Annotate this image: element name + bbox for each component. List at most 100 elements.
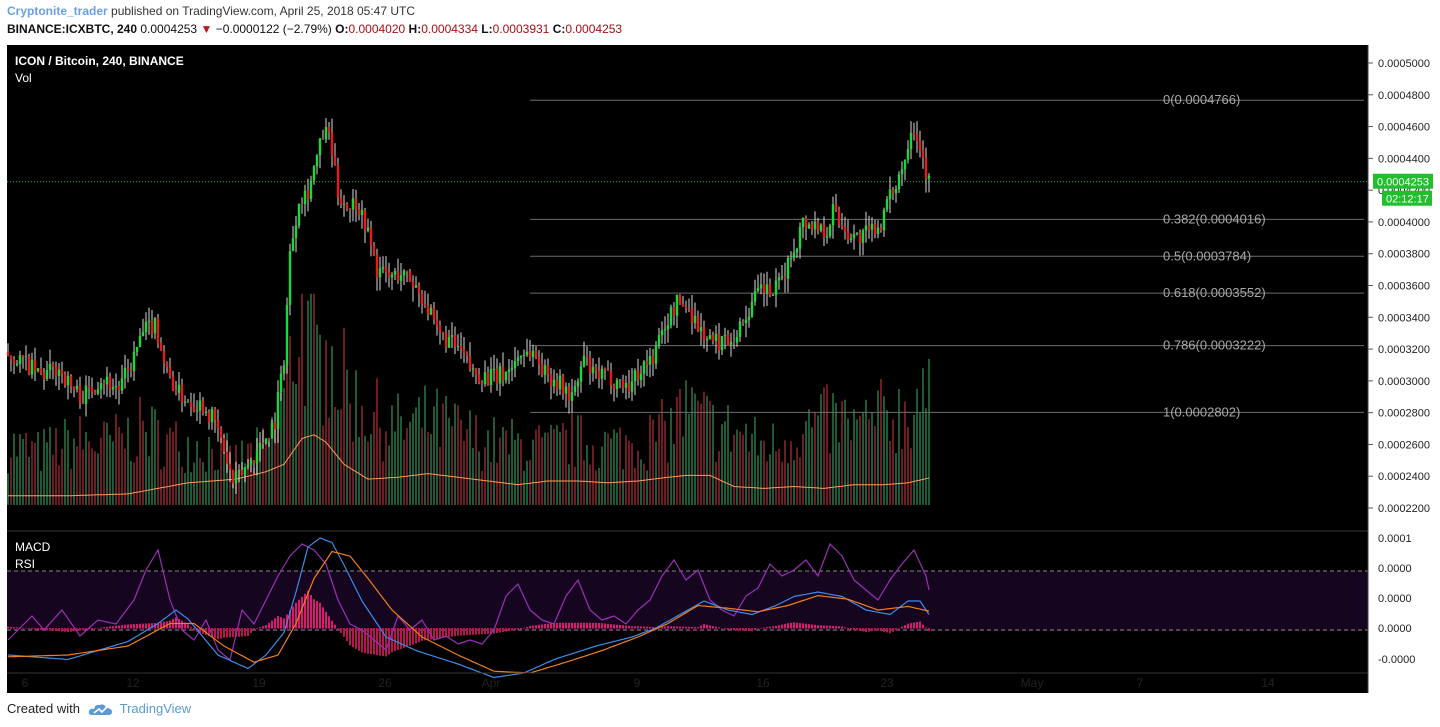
volume-bar [106,422,108,505]
volume-bar [88,441,90,505]
macd-histogram-bar [787,623,789,629]
volume-bar [769,454,771,505]
volume-bar [907,427,909,505]
macd-histogram-bar [25,628,27,629]
macd-histogram-bar [76,628,78,632]
volume-bar [298,356,300,505]
fib-retracement[interactable]: 0(0.0004766) 0.382(0.0004016) 0.5(0.000378… [7,92,1368,419]
macd-histogram-bar [511,628,513,631]
author-link[interactable]: Cryptonite_trader [7,4,108,18]
macd-histogram-bar [244,628,246,637]
macd-tick-label: 0.0000 [1378,623,1412,635]
macd-histogram-bar [145,623,147,629]
candle-body [483,372,487,384]
volume-bar [178,451,180,505]
macd-tick-label: 0.0000 [1378,563,1412,575]
volume-bar [853,409,855,505]
macd-histogram-bar [103,627,105,629]
candle-body [861,230,865,243]
macd-histogram-bar [40,628,42,630]
macd-histogram-bar [46,628,48,631]
macd-histogram-bar [763,627,765,629]
volume-bar [217,469,219,505]
candle-body [177,384,181,393]
candle-body [846,231,850,240]
macd-histogram-bar [823,625,825,629]
macd-histogram-bar [205,628,207,635]
candle-body [276,392,280,430]
macd-histogram-bar [220,628,222,639]
macd-histogram-bar [304,593,306,629]
macd-histogram-bar [250,628,252,634]
volume-bar [277,424,279,505]
volume-bar [505,430,507,505]
volume-bar [457,405,459,505]
volume-bar [517,433,519,505]
volume-bar [748,451,750,505]
macd-histogram-bar [319,602,321,629]
volume-bar [682,436,684,505]
volume-bar [502,427,504,505]
macd-histogram-bar [487,628,489,634]
volume-bar [421,427,423,505]
volume-bar [133,462,135,505]
macd-histogram-bar [724,628,726,630]
candle-body [354,198,358,210]
tradingview-link[interactable]: TradingView [119,701,192,716]
candle-body [303,190,307,205]
candle-body [231,469,235,484]
macd-histogram-bar [136,623,138,629]
y-tick-label: 0.0004400 [1378,153,1430,165]
volume-bar [118,426,120,505]
candle-body [204,411,208,414]
candle-body [804,217,808,229]
macd-histogram-bar [583,622,585,629]
macd-histogram-bar [700,625,702,629]
macd-histogram-bar [454,628,456,637]
volume-bar [724,421,726,505]
candle-body [252,460,256,464]
candle-body [63,373,67,386]
candle-body [792,252,796,259]
volume-bar [877,390,879,505]
macd-histogram-bar [517,628,519,630]
candle-body [711,334,715,341]
volume-bar [286,351,288,505]
rsi-band [7,571,1368,631]
candle-body [900,169,904,175]
volume-bar [763,440,765,505]
candle-body [444,332,448,348]
volume-bar [529,459,531,505]
macd-histogram-bar [217,628,219,640]
candle-body [759,284,763,289]
macd-histogram-bar [550,623,552,629]
candle-body [747,316,751,320]
volume-bar [328,417,330,505]
volume-bar [535,429,537,505]
volume-bar [385,431,387,505]
volume-bar [427,432,429,505]
volume-bar [439,447,441,505]
axis-layer: 0.0005000 0.0004800 0.0004600 0.0004400 0.00… [22,58,1433,690]
macd-histogram-bar [865,628,867,632]
candle-body [87,385,91,388]
candle-body [561,375,565,394]
volume-bar [172,431,174,505]
volume-bar [898,388,900,505]
candle-body [855,232,859,235]
candle-body [837,209,841,226]
macd-histogram-bar [97,628,99,629]
x-tick-label: 26 [378,676,392,690]
candle-body [312,166,316,181]
macd-histogram-bar [838,626,840,629]
macd-histogram-bar [418,628,420,643]
candle-body [210,408,214,423]
macd-histogram-bar [475,628,477,635]
candle-body [78,385,82,403]
macd-histogram-bar [142,623,144,629]
macd-histogram-bar [811,624,813,629]
candle-body [501,366,505,381]
volume-bar [472,447,474,505]
volume-bar [325,340,327,505]
